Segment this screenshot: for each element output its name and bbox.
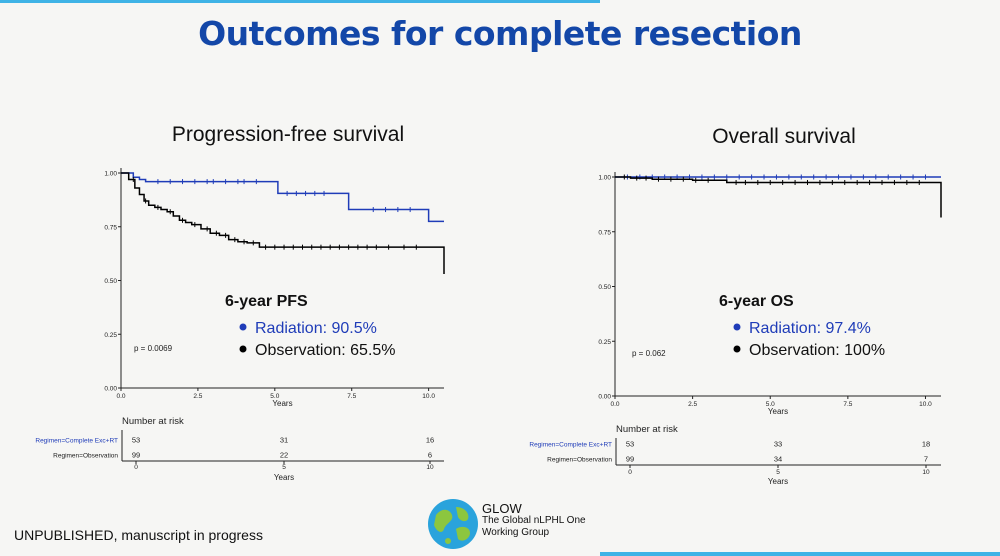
chart1-series-observation-line [121,172,445,275]
chart2-risk-value: 99 [626,455,634,464]
chart1-risk-x-tick-label: 5 [282,464,286,471]
top-accent-line [0,0,600,3]
chart1-y-tick-label: 0.50 [104,278,117,285]
chart2-y-tick-label: 0.50 [598,284,611,291]
chart1-risk-row-label: Regimen=Complete Exc+RT [35,438,118,445]
slide-title: Outcomes for complete resection [198,14,802,53]
chart1-risk-x-tick-label: 0 [134,464,138,471]
chart1-y-tick-label: 0.25 [104,332,117,339]
chart1-risk-value: 6 [428,451,432,460]
chart2-p-value: p = 0.062 [632,349,666,358]
chart2-y-tick-label: 0.00 [598,394,611,401]
chart1-y-tick-label: 0.75 [104,224,117,231]
chart1-series-radiation-line [121,172,444,223]
chart1-risk-value: 16 [426,436,434,445]
chart2-risk-value: 18 [922,440,930,449]
chart1-x-tick-label: 5.0 [270,393,279,400]
logo-text: GLOW The Global nLPHL One Working Group [482,501,586,539]
chart2-x-tick-label: 2.5 [688,401,697,408]
chart1-summary-observation-bullet [239,345,247,353]
chart1-risk-x-tick-label: 10 [426,464,434,471]
chart2-risk-x-tick-label: 10 [922,469,930,476]
chart2-risk-x-tick-label: 5 [776,469,780,476]
chart2-summary-radiation: Radiation: 97.4% [749,320,871,337]
chart2-series-observation-line [615,176,942,218]
chart2-title: Overall survival [712,125,856,148]
logo-line1: The Global nLPHL One [482,515,586,526]
chart1-x-axis-label: Years [272,399,292,408]
chart2-summary-observation: Observation: 100% [749,342,885,359]
chart2-risk-heading: Number at risk [616,424,678,435]
chart1-title: Progression-free survival [172,123,404,146]
chart2-risk-value: 33 [774,440,782,449]
footer-note: UNPUBLISHED, manuscript in progress [14,527,263,543]
chart2-x-tick-label: 5.0 [766,401,775,408]
chart1-summary-radiation: Radiation: 90.5% [255,320,377,337]
chart1-y-tick-label: 1.00 [104,171,117,178]
chart2-risk-x-tick-label: 0 [628,469,632,476]
chart1-summary-radiation-bullet [239,323,247,331]
logo-name: GLOW [482,501,522,516]
chart2-risk-row-label: Regimen=Complete Exc+RT [529,442,612,449]
chart2-x-tick-label: 7.5 [843,401,852,408]
chart1-x-tick-label: 2.5 [193,393,202,400]
bottom-accent-line [600,552,1000,556]
chart2-risk-value: 7 [924,455,928,464]
chart2-summary-radiation-bullet [733,323,741,331]
chart1-summary-observation: Observation: 65.5% [255,342,396,359]
logo-line2: Working Group [482,527,550,538]
chart2-y-tick-label: 1.00 [598,175,611,182]
chart1-risk-heading: Number at risk [122,416,184,427]
chart2-risk-value: 53 [626,440,634,449]
chart1-risk-row-label: Regimen=Observation [53,453,118,460]
chart2-risk-row-label: Regimen=Observation [547,457,612,464]
globe-logo-icon [428,499,478,549]
chart2-risk-x-axis-label: Years [768,477,788,486]
chart2-x-tick-label: 10.0 [919,401,932,408]
chart2-x-tick-label: 0.0 [610,401,619,408]
chart1-risk-value: 53 [132,436,140,445]
chart2-summary-observation-bullet [733,345,741,353]
chart1-risk-x-axis-label: Years [274,473,294,482]
chart2-x-axis-label: Years [768,407,788,416]
chart2-summary-heading: 6-year OS [719,293,794,310]
chart1-x-tick-label: 7.5 [347,393,356,400]
chart1-risk-value: 99 [132,451,140,460]
chart1-risk-value: 22 [280,451,288,460]
chart2-risk-value: 34 [774,455,782,464]
chart2-y-tick-label: 0.75 [598,229,611,236]
chart1-x-tick-label: 10.0 [422,393,435,400]
chart1-risk-value: 31 [280,436,288,445]
chart1-x-tick-label: 0.0 [116,393,125,400]
chart1-p-value: p = 0.0069 [134,344,173,353]
chart1-summary-heading: 6-year PFS [225,293,308,310]
chart1-y-tick-label: 0.00 [104,386,117,393]
chart2-y-tick-label: 0.25 [598,339,611,346]
